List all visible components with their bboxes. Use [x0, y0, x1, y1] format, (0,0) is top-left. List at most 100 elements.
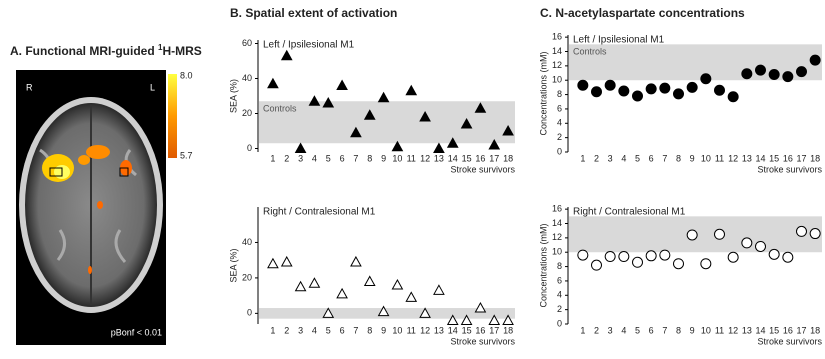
x-tick-label: 17: [796, 325, 806, 335]
y-axis-label: Concentrations (mM): [538, 51, 548, 135]
y-tick-label: 10: [552, 75, 562, 85]
x-tick-label: 3: [608, 325, 613, 335]
y-tick-label: 40: [242, 73, 252, 83]
x-tick-label: 14: [448, 153, 458, 163]
y-tick-label: 12: [552, 232, 562, 242]
x-tick-label: 5: [635, 325, 640, 335]
x-tick-label: 18: [810, 325, 820, 335]
data-point: [701, 74, 711, 84]
y-tick-label: 0: [557, 146, 562, 156]
data-point: [351, 257, 361, 266]
x-tick-label: 13: [742, 325, 752, 335]
panel-header: C. N-acetylaspartate concentrations: [540, 6, 745, 20]
data-point: [633, 257, 643, 267]
x-tick-label: 11: [407, 153, 416, 163]
x-tick-label: 18: [503, 325, 513, 335]
data-point: [797, 67, 807, 77]
x-tick-label: 3: [298, 325, 303, 335]
data-point: [475, 303, 485, 312]
x-tick-label: 11: [715, 325, 724, 335]
data-point: [701, 259, 711, 269]
x-tick-label: 9: [381, 325, 386, 335]
y-tick-label: 16: [552, 32, 562, 42]
x-tick-label: 15: [769, 153, 779, 163]
data-point: [646, 84, 656, 94]
data-point: [674, 89, 684, 99]
data-point: [296, 282, 306, 291]
data-point: [406, 86, 416, 95]
x-tick-label: 11: [715, 153, 724, 163]
x-tick-label: 14: [755, 325, 765, 335]
y-tick-label: 40: [242, 237, 252, 247]
data-point: [434, 285, 444, 294]
x-tick-label: 13: [434, 325, 444, 335]
x-tick-label: 15: [462, 153, 472, 163]
x-tick-label: 6: [649, 153, 654, 163]
chart-title: Left / Ipsilesional M1: [573, 35, 665, 46]
x-tick-label: 15: [462, 325, 472, 335]
data-point: [783, 72, 793, 82]
y-tick-label: 8: [557, 261, 562, 271]
x-tick-label: 2: [594, 153, 599, 163]
y-tick-label: 6: [557, 275, 562, 285]
data-point: [365, 276, 375, 285]
x-tick-label: 18: [810, 153, 820, 163]
x-tick-label: 10: [392, 325, 402, 335]
data-point: [605, 80, 615, 90]
data-point: [282, 51, 292, 60]
control-band: [259, 101, 515, 143]
y-tick-label: 6: [557, 103, 562, 113]
x-tick-label: 12: [420, 325, 430, 335]
x-tick-label: 18: [503, 153, 513, 163]
x-tick-label: 9: [381, 153, 386, 163]
data-point: [282, 257, 292, 266]
data-point: [268, 79, 278, 88]
y-tick-label: 4: [557, 118, 562, 128]
data-point: [646, 251, 656, 261]
data-point: [337, 81, 347, 90]
x-tick-label: 8: [676, 325, 681, 335]
colorbar-label: 5.7: [180, 150, 193, 160]
data-point: [810, 55, 820, 65]
data-point: [296, 144, 306, 153]
x-tick-label: 16: [475, 325, 485, 335]
y-tick-label: 0: [247, 308, 252, 318]
data-point: [715, 85, 725, 95]
data-point: [619, 86, 629, 96]
x-tick-label: 12: [420, 153, 430, 163]
x-tick-label: 14: [755, 153, 765, 163]
x-tick-label: 8: [676, 153, 681, 163]
y-tick-label: 16: [552, 204, 562, 214]
x-tick-label: 9: [690, 153, 695, 163]
chart-title: Right / Contralesional M1: [263, 207, 376, 218]
y-tick-label: 0: [557, 318, 562, 328]
x-tick-label: 1: [580, 325, 585, 335]
data-point: [406, 292, 416, 301]
y-axis-label: SEA (%): [228, 248, 238, 282]
x-tick-label: 17: [796, 153, 806, 163]
data-point: [728, 92, 738, 102]
data-point: [379, 93, 389, 102]
data-point: [742, 238, 752, 248]
x-tick-label: 6: [340, 153, 345, 163]
x-tick-label: 4: [312, 153, 317, 163]
data-point: [592, 87, 602, 97]
data-point: [756, 65, 766, 75]
chart-title: Left / Ipsilesional M1: [263, 40, 355, 51]
x-tick-label: 6: [340, 325, 345, 335]
mri-image: [16, 70, 177, 345]
x-tick-label: 5: [635, 153, 640, 163]
data-point: [605, 252, 615, 262]
data-point: [687, 82, 697, 92]
y-axis-label: Concentrations (mM): [538, 223, 548, 307]
x-tick-label: 10: [392, 153, 402, 163]
y-tick-label: 14: [552, 46, 562, 56]
x-tick-label: 7: [353, 153, 358, 163]
x-tick-label: 11: [407, 325, 416, 335]
figure: A. Functional MRI-guided 1H-MRS R L pBon…: [0, 0, 825, 354]
hemisphere-label: L: [150, 82, 155, 92]
data-point: [769, 69, 779, 79]
y-tick-label: 2: [557, 304, 562, 314]
data-point: [578, 80, 588, 90]
threshold-note: pBonf < 0.01: [111, 327, 162, 337]
